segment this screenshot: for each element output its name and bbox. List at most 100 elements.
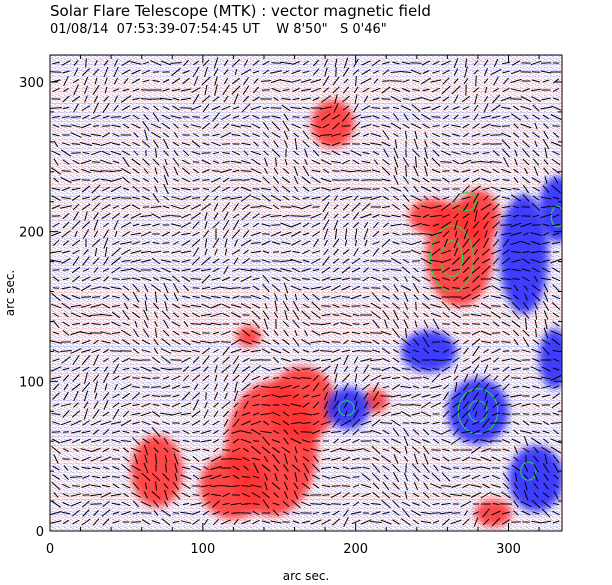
field-vector xyxy=(111,266,121,274)
field-vector xyxy=(342,186,350,192)
field-vector xyxy=(411,357,421,363)
field-vector xyxy=(200,322,212,326)
field-vector xyxy=(392,319,400,329)
field-vector xyxy=(521,349,531,353)
field-vector xyxy=(110,185,122,193)
field-vector xyxy=(382,285,390,291)
field-vector xyxy=(302,124,310,128)
field-vector xyxy=(531,437,541,445)
field-vector xyxy=(363,221,369,229)
field-vector xyxy=(232,268,240,272)
field-vector xyxy=(340,179,352,181)
field-vector xyxy=(334,373,338,383)
field-vector xyxy=(310,519,322,525)
field-vector xyxy=(192,312,200,318)
noise-band xyxy=(50,298,562,299)
field-vector xyxy=(282,511,290,515)
field-vector xyxy=(392,241,400,245)
field-vector xyxy=(303,472,309,482)
field-vector xyxy=(464,58,468,68)
noise-band xyxy=(50,130,562,131)
field-vector xyxy=(440,161,452,163)
field-vector xyxy=(233,186,239,192)
positive-polarity-region xyxy=(474,499,512,527)
field-vector xyxy=(272,356,280,364)
field-vector xyxy=(312,511,320,515)
field-vector xyxy=(392,339,400,345)
field-vector xyxy=(181,167,191,175)
field-vector xyxy=(452,159,460,165)
field-vector xyxy=(501,232,511,236)
field-vector xyxy=(52,349,60,353)
field-vector xyxy=(80,448,92,452)
field-vector xyxy=(191,366,201,372)
field-vector xyxy=(121,339,131,345)
field-vector xyxy=(351,121,361,131)
field-vector xyxy=(252,277,260,281)
field-vector xyxy=(220,131,232,139)
field-vector xyxy=(270,520,282,524)
field-vector xyxy=(271,386,281,388)
field-vector xyxy=(502,439,510,443)
field-vector xyxy=(241,519,251,525)
field-vector xyxy=(69,476,83,478)
noise-band xyxy=(50,331,562,332)
field-vector xyxy=(153,176,159,184)
observation-info: 01/08/14 07:53:39-07:54:45 UT W 8'50" S … xyxy=(50,22,387,37)
field-vector xyxy=(471,338,481,346)
field-vector xyxy=(232,115,240,119)
field-vector xyxy=(544,453,548,465)
field-vector xyxy=(350,294,362,300)
field-vector xyxy=(512,214,520,218)
field-vector xyxy=(202,103,210,113)
field-vector xyxy=(240,239,252,247)
field-vector xyxy=(422,286,430,290)
field-vector xyxy=(280,384,292,390)
field-vector xyxy=(452,106,460,110)
field-vector xyxy=(451,484,461,488)
field-vector xyxy=(493,58,499,68)
field-vector xyxy=(463,419,469,427)
field-vector xyxy=(331,457,341,461)
field-vector xyxy=(463,373,469,383)
field-vector xyxy=(120,241,132,245)
field-vector xyxy=(221,114,231,120)
noise-band xyxy=(50,142,562,143)
field-vector xyxy=(291,464,301,472)
field-vector xyxy=(412,113,420,121)
field-vector xyxy=(454,230,458,238)
field-vector xyxy=(411,393,421,399)
field-vector xyxy=(152,500,160,508)
field-vector xyxy=(542,430,550,434)
field-vector xyxy=(474,93,478,105)
field-vector xyxy=(100,420,112,426)
field-vector xyxy=(182,421,190,425)
field-vector xyxy=(324,67,328,77)
field-vector xyxy=(62,106,70,110)
field-vector xyxy=(111,321,121,327)
field-vector xyxy=(290,215,302,217)
field-vector xyxy=(261,194,271,202)
field-vector xyxy=(112,88,120,92)
field-contour xyxy=(338,400,355,417)
field-vector xyxy=(221,303,231,309)
field-vector xyxy=(151,395,161,397)
field-vector xyxy=(121,260,131,262)
field-vector xyxy=(50,250,62,254)
field-vector xyxy=(542,259,550,263)
field-vector xyxy=(180,107,192,109)
field-vector xyxy=(550,258,562,264)
field-vector xyxy=(90,503,102,505)
field-vector xyxy=(373,221,379,229)
field-vector xyxy=(400,285,412,291)
field-vector xyxy=(302,349,310,353)
field-vector xyxy=(180,349,192,353)
field-vector xyxy=(102,268,110,272)
field-vector xyxy=(401,337,411,347)
field-vector xyxy=(132,106,140,110)
field-vector xyxy=(173,292,179,302)
field-vector xyxy=(163,319,169,329)
field-vector xyxy=(171,402,181,408)
field-vector xyxy=(152,242,160,244)
field-vector xyxy=(393,454,399,464)
